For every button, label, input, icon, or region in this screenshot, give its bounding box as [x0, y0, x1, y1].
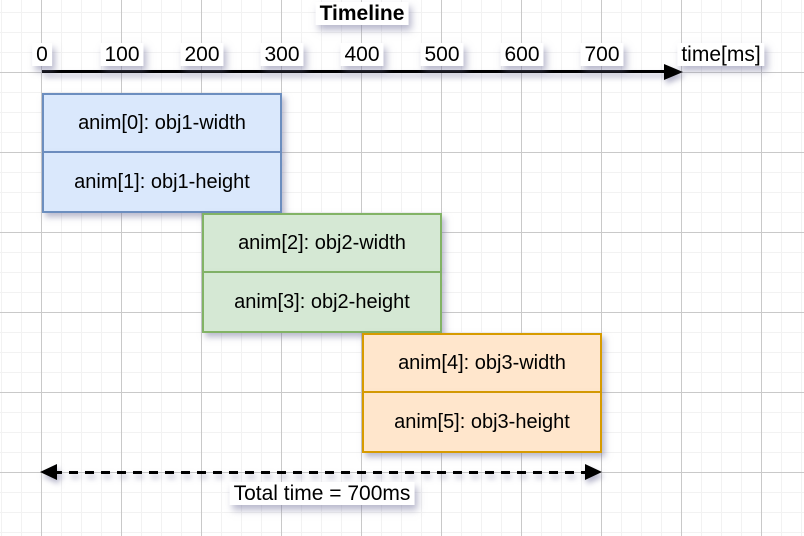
animation-bar[interactable]: anim[1]: obj1-height	[42, 153, 282, 213]
animation-bar-label: anim[5]: obj3-height	[394, 410, 570, 433]
time-axis-arrowhead-icon	[664, 64, 683, 80]
time-axis-line	[42, 70, 668, 73]
axis-tick-label: 600	[500, 43, 544, 66]
axis-tick-label: 0	[32, 43, 52, 66]
total-time-dashed-line	[53, 471, 589, 474]
animation-bar-label: anim[3]: obj2-height	[234, 290, 410, 313]
axis-tick-label: 100	[100, 43, 144, 66]
total-time-label: Total time = 700ms	[229, 482, 415, 505]
animation-bar-label: anim[4]: obj3-width	[398, 351, 566, 374]
animation-bar-label: anim[2]: obj2-width	[238, 231, 406, 254]
time-axis-unit-label: time[ms]	[677, 43, 765, 66]
axis-tick-label: 200	[180, 43, 224, 66]
animation-bar-label: anim[0]: obj1-width	[78, 111, 246, 134]
axis-tick-label: 700	[580, 43, 624, 66]
animation-bar[interactable]: anim[2]: obj2-width	[202, 213, 442, 273]
arrowhead-left-icon	[40, 464, 57, 480]
arrowhead-right-icon	[585, 464, 602, 480]
animation-bar[interactable]: anim[4]: obj3-width	[362, 333, 602, 393]
axis-tick-label: 300	[260, 43, 304, 66]
axis-tick-label: 400	[340, 43, 384, 66]
diagram-title: Timeline	[315, 2, 409, 25]
animation-bar-label: anim[1]: obj1-height	[74, 170, 250, 193]
animation-bar[interactable]: anim[0]: obj1-width	[42, 93, 282, 153]
animation-bar[interactable]: anim[5]: obj3-height	[362, 393, 602, 453]
animation-bar[interactable]: anim[3]: obj2-height	[202, 273, 442, 333]
axis-tick-label: 500	[420, 43, 464, 66]
